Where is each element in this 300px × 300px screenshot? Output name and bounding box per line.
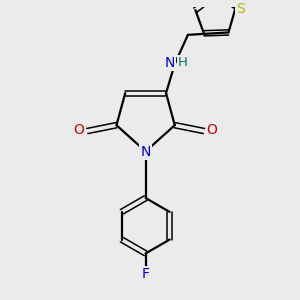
Text: O: O: [74, 123, 85, 136]
Text: H: H: [178, 56, 188, 69]
Text: S: S: [236, 2, 245, 16]
Text: F: F: [142, 267, 150, 281]
Text: O: O: [207, 123, 218, 136]
Text: N: N: [140, 145, 151, 159]
Text: N: N: [164, 56, 175, 70]
